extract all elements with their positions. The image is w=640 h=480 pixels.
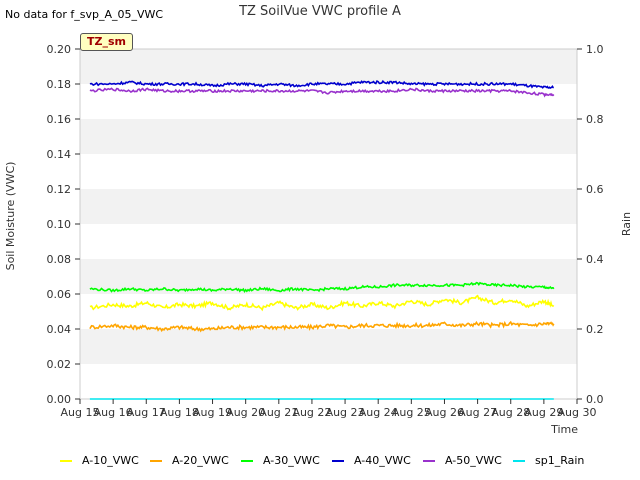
legend-label: sp1_Rain <box>535 454 585 467</box>
legend-swatch <box>150 460 162 462</box>
x-tick-label: Aug 21 <box>259 406 298 419</box>
legend-item-rain[interactable]: sp1_Rain <box>513 454 584 467</box>
legend-swatch <box>60 460 72 462</box>
legend-label: A-50_VWC <box>445 454 502 467</box>
legend-item-a50[interactable]: A-50_VWC <box>423 454 502 467</box>
x-tick-label: Aug 29 <box>524 406 563 419</box>
y-tick-label: 0.20 <box>47 43 72 56</box>
y-tick-label: 0.10 <box>47 218 72 231</box>
series-line-a-50-vwc <box>89 87 555 98</box>
series-line-a-20-vwc <box>89 320 555 333</box>
y-tick-label: 0.00 <box>47 393 72 406</box>
x-tick-label: Aug 24 <box>359 406 398 419</box>
y-tick-label: 0.12 <box>47 183 72 196</box>
x-tick-label: Aug 26 <box>425 406 464 419</box>
legend-item-a10[interactable]: A-10_VWC <box>60 454 139 467</box>
y2-tick-label: 0.6 <box>586 183 604 196</box>
axes-layer: 0.00 0.02 0.04 0.06 0.08 0.10 0.12 0.14 0.16 0.18… <box>47 43 604 419</box>
legend-item-a20[interactable]: A-20_VWC <box>150 454 229 467</box>
grid-band <box>80 84 577 119</box>
y-tick-label: 0.18 <box>47 78 72 91</box>
legend-label: A-20_VWC <box>172 454 229 467</box>
x-tick-label: Aug 20 <box>226 406 265 419</box>
grid-bands <box>80 49 577 399</box>
series-layer <box>89 79 555 400</box>
series-line-a-30-vwc <box>89 281 555 294</box>
legend-swatch <box>241 460 253 462</box>
grid-band <box>80 364 577 399</box>
y2-tick-label: 0.4 <box>586 253 604 266</box>
x-tick-label: Aug 15 <box>61 406 100 419</box>
legend: A-10_VWC A-20_VWC A-30_VWC A-40_VWC A-50… <box>0 454 640 468</box>
y-tick-label: 0.06 <box>47 288 72 301</box>
x-axis-label: Time <box>550 423 578 436</box>
x-tick-label: Aug 28 <box>491 406 530 419</box>
x-tick-label: Aug 16 <box>94 406 133 419</box>
series-line-a-10-vwc <box>89 294 555 312</box>
legend-label: A-40_VWC <box>354 454 411 467</box>
x-tick-label: Aug 23 <box>326 406 365 419</box>
y-tick-label: 0.16 <box>47 113 72 126</box>
x-tick-label: Aug 25 <box>392 406 431 419</box>
x-tick-label: Aug 30 <box>558 406 597 419</box>
grid-band <box>80 119 577 154</box>
x-tick-label: Aug 17 <box>127 406 166 419</box>
legend-swatch <box>423 460 435 462</box>
y2-tick-label: 0.0 <box>586 393 604 406</box>
legend-label: A-30_VWC <box>263 454 320 467</box>
grid-band <box>80 49 577 84</box>
no-data-note: No data for f_svp_A_05_VWC <box>5 8 164 21</box>
y-tick-label: 0.14 <box>47 148 72 161</box>
grid-band <box>80 329 577 364</box>
x-tick-label: Aug 22 <box>292 406 331 419</box>
x-tick-label: Aug 18 <box>160 406 199 419</box>
legend-label: A-10_VWC <box>82 454 139 467</box>
grid-band <box>80 154 577 189</box>
legend-item-a40[interactable]: A-40_VWC <box>332 454 411 467</box>
legend-swatch <box>332 460 344 462</box>
chart-title: TZ SoilVue VWC profile A <box>239 4 401 19</box>
y2-tick-label: 1.0 <box>586 43 604 56</box>
grid-band <box>80 189 577 224</box>
x-tick-label: Aug 19 <box>193 406 232 419</box>
y-axis-label: Soil Moisture (VWC) <box>4 162 17 271</box>
grid-band <box>80 224 577 259</box>
y2-tick-label: 0.2 <box>586 323 604 336</box>
y2-tick-label: 0.8 <box>586 113 604 126</box>
y-tick-label: 0.08 <box>47 253 72 266</box>
series-line-a-40-vwc <box>89 79 554 89</box>
y2-axis-label: Rain <box>620 212 633 236</box>
y-tick-label: 0.02 <box>47 358 72 371</box>
site-badge: TZ_sm <box>80 33 133 51</box>
legend-item-a30[interactable]: A-30_VWC <box>241 454 320 467</box>
grid-band <box>80 294 577 329</box>
y-tick-label: 0.04 <box>47 323 72 336</box>
x-tick-label: Aug 27 <box>458 406 497 419</box>
legend-swatch <box>513 460 525 462</box>
